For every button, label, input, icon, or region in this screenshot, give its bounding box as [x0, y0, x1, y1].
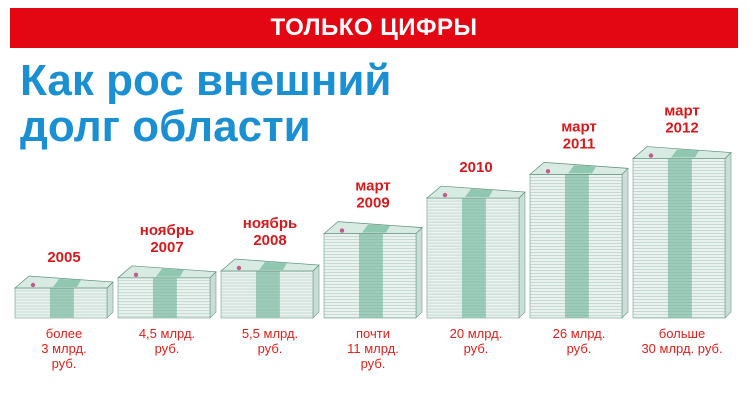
banknote-seal-1	[133, 272, 139, 277]
value-label-1: 4,5 млрд. руб.	[139, 326, 195, 356]
stack-band-6	[667, 158, 692, 318]
banknote-seal-0	[30, 282, 36, 288]
section-banner: ТОЛЬКО ЦИФРЫ	[10, 8, 738, 48]
stack-side-2	[312, 264, 320, 319]
stack-2	[220, 258, 320, 319]
category-label-4: 2010	[459, 159, 492, 176]
stack-side-6	[724, 151, 732, 319]
banknote-stripe-3	[362, 224, 390, 233]
banknote-seal-3	[339, 228, 345, 233]
banknote-seal-6	[648, 153, 654, 158]
stack-5	[529, 161, 629, 319]
headline-line-1: Как рос внешний	[20, 56, 392, 105]
stack-band-2	[255, 271, 280, 318]
stack-0	[14, 275, 114, 319]
banknote-stripe-4	[465, 189, 493, 198]
headline: Как рос внешний долг области	[20, 58, 460, 150]
stack-side-3	[415, 226, 423, 319]
category-label-1: ноябрь 2007	[140, 222, 194, 256]
value-label-2: 5,5 млрд. руб.	[242, 326, 298, 356]
stack-side-1	[209, 271, 217, 319]
category-label-5: март 2011	[561, 118, 597, 152]
banknote-stripe-2	[259, 262, 287, 270]
category-label-2: ноябрь 2008	[243, 215, 297, 249]
banner-text: ТОЛЬКО ЦИФРЫ	[270, 14, 478, 41]
stack-side-4	[518, 191, 526, 319]
stack-side-5	[621, 167, 629, 319]
stack-4	[426, 185, 526, 319]
banknote-seal-4	[442, 192, 448, 198]
category-label-3: март 2009	[355, 178, 391, 212]
banknote-stripe-1	[156, 268, 184, 277]
banknote-stripe-0	[53, 279, 81, 287]
category-label-6: март 2012	[664, 103, 700, 137]
value-label-6: больше 30 млрд. руб.	[641, 326, 722, 356]
headline-line-2: долг области	[20, 102, 311, 151]
stack-3	[323, 221, 423, 319]
value-label-4: 20 млрд. руб.	[450, 326, 503, 356]
category-label-0: 2005	[47, 249, 80, 266]
banknote-stripe-6	[671, 149, 699, 158]
value-label-3: почти 11 млрд. руб.	[347, 326, 399, 371]
banknote-seal-5	[545, 169, 551, 174]
banknote-seal-2	[236, 265, 242, 271]
stack-6	[632, 146, 732, 319]
banknote-stripe-5	[568, 165, 596, 174]
stack-1	[117, 265, 217, 319]
value-label-0: более 3 млрд. руб.	[41, 326, 87, 371]
value-label-5: 26 млрд. руб.	[553, 326, 606, 356]
